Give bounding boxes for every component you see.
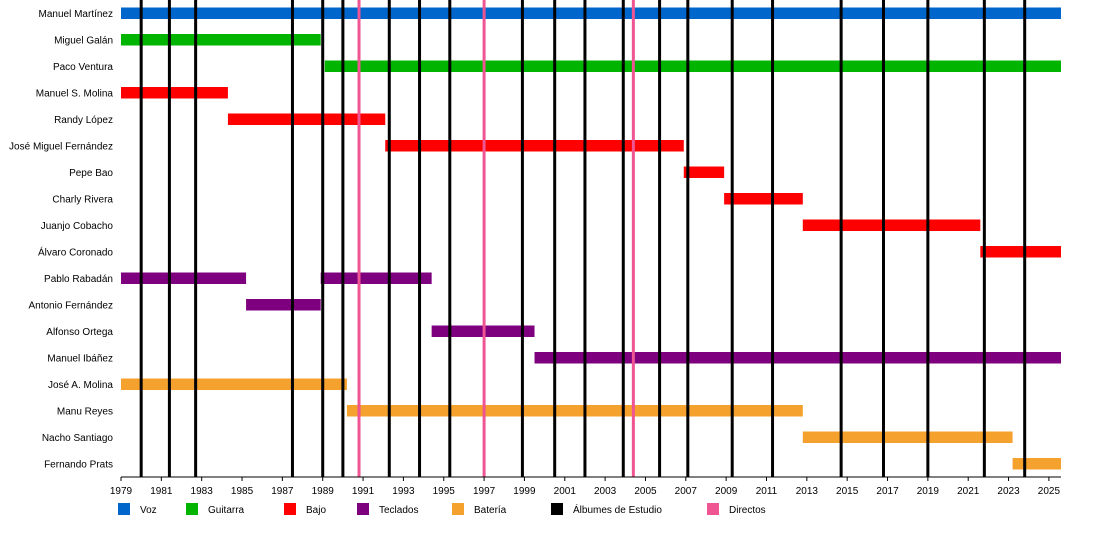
member-label: Pepe Bao (69, 168, 113, 179)
member-label: Juanjo Cobacho (41, 221, 114, 232)
member-label: Nacho Santiago (42, 433, 114, 444)
member-bar-11-0 (246, 299, 321, 311)
x-tick-label: 2025 (1038, 486, 1061, 497)
x-tick-label: 2003 (594, 486, 617, 497)
member-label: Manuel Martínez (39, 9, 113, 20)
x-tick-label: 1981 (150, 486, 173, 497)
x-tick-label: 1995 (433, 486, 456, 497)
member-label: Pablo Rabadán (44, 274, 113, 285)
member-bar-16-0 (802, 431, 1013, 443)
x-tick-label: 2011 (756, 486, 778, 497)
x-tick-label: 1979 (110, 486, 133, 497)
legend-label-bajo: Bajo (306, 505, 326, 516)
member-bar-13-0 (534, 352, 1061, 364)
member-label: Manuel Ibáñez (47, 353, 113, 364)
legend-label-directos: Directos (729, 505, 766, 516)
x-tick-label: 1985 (231, 486, 254, 497)
legend-swatch-teclados (357, 503, 369, 515)
member-label: Randy López (54, 115, 113, 126)
legend-swatch-albumes (551, 503, 563, 515)
member-bar-14-0 (121, 378, 347, 390)
x-tick-label: 1983 (191, 486, 214, 497)
member-bar-10-0 (121, 272, 247, 284)
member-bar-8-0 (802, 219, 981, 231)
legend-swatch-bateria (452, 503, 464, 515)
x-tick-label: 2001 (554, 486, 577, 497)
x-tick-label: 2019 (917, 486, 940, 497)
member-label: José Miguel Fernández (9, 141, 113, 152)
member-label: José A. Molina (48, 380, 113, 391)
member-bar-2-0 (324, 60, 1062, 72)
member-bar-3-0 (121, 87, 228, 99)
member-label: Alfonso Ortega (46, 327, 113, 338)
member-label: Manuel S. Molina (36, 88, 114, 99)
x-tick-label: 2015 (836, 486, 859, 497)
x-tick-label: 1993 (392, 486, 415, 497)
member-bar-17-0 (1012, 458, 1061, 470)
x-tick-label: 2013 (796, 486, 819, 497)
x-tick-label: 2021 (957, 486, 980, 497)
legend-label-guitarra: Guitarra (208, 505, 245, 516)
member-label: Álvaro Coronado (38, 245, 113, 258)
x-tick-label: 2009 (715, 486, 738, 497)
member-label: Miguel Galán (54, 35, 113, 46)
x-tick-label: 2007 (675, 486, 698, 497)
legend-swatch-bajo (284, 503, 296, 515)
member-bar-10-1 (320, 272, 432, 284)
member-label: Charly Rivera (52, 194, 113, 205)
x-tick-label: 1991 (352, 486, 375, 497)
x-tick-label: 2005 (634, 486, 657, 497)
x-tick-label: 2023 (997, 486, 1020, 497)
member-bar-4-0 (227, 113, 386, 125)
member-label: Fernando Prats (44, 459, 113, 470)
member-bar-7-0 (724, 193, 803, 205)
x-tick-label: 1987 (271, 486, 294, 497)
x-tick-label: 1999 (513, 486, 536, 497)
member-bar-15-0 (346, 405, 803, 417)
member-bar-1-0 (121, 34, 321, 46)
member-label: Antonio Fernández (28, 300, 113, 311)
member-bar-0-0 (121, 7, 1061, 19)
legend-swatch-voz (118, 503, 130, 515)
member-bar-9-0 (980, 246, 1061, 258)
member-bar-5-0 (385, 140, 684, 152)
x-tick-label: 1989 (312, 486, 335, 497)
x-tick-label: 2017 (876, 486, 899, 497)
member-label: Paco Ventura (53, 62, 113, 73)
legend-label-bateria: Batería (474, 505, 507, 516)
legend-label-teclados: Teclados (379, 505, 418, 516)
member-bar-6-0 (683, 166, 725, 178)
legend-label-albumes: Álbumes de Estudio (573, 503, 662, 516)
legend-swatch-guitarra (186, 503, 198, 515)
member-label: Manu Reyes (57, 406, 113, 417)
legend-label-voz: Voz (140, 505, 157, 516)
x-tick-label: 1997 (473, 486, 496, 497)
legend-swatch-directos (707, 503, 719, 515)
